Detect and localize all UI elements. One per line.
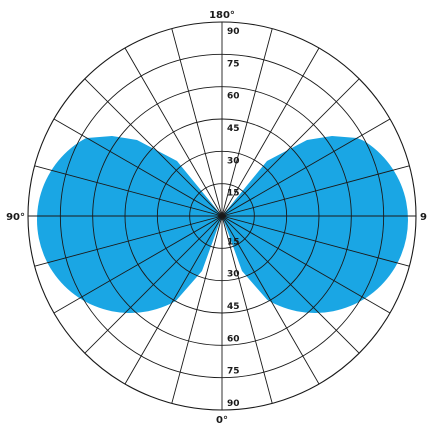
spoke-165 — [171, 28, 273, 404]
lobe-right — [222, 136, 408, 313]
radial-tick-lower-30: 30 — [227, 270, 240, 280]
radial-tick-upper-90: 90 — [227, 27, 240, 37]
lobe-left — [37, 136, 223, 313]
radial-tick-upper-60: 60 — [227, 92, 240, 102]
labels-layer: 15 15 30 30 45 45 60 60 75 75 90 90 0° 90° 180° 9 — [6, 10, 427, 426]
radial-tick-lower-60: 60 — [227, 334, 240, 344]
angle-label-0: 0° — [216, 415, 228, 426]
radial-tick-lower-90: 90 — [227, 399, 240, 409]
angle-label-270: 9 — [420, 212, 427, 223]
angle-label-180: 180° — [209, 10, 235, 21]
radial-tick-upper-15: 15 — [227, 189, 240, 199]
radial-tick-lower-75: 75 — [227, 367, 240, 377]
radial-tick-upper-75: 75 — [227, 59, 240, 69]
angle-label-90: 90° — [6, 212, 25, 223]
radial-tick-lower-15: 15 — [227, 237, 240, 247]
grid-layer — [27, 21, 417, 411]
radial-tick-upper-30: 30 — [227, 156, 240, 166]
radial-tick-upper-45: 45 — [227, 124, 240, 134]
radial-tick-lower-45: 45 — [227, 302, 240, 312]
lobes-layer — [37, 136, 408, 313]
